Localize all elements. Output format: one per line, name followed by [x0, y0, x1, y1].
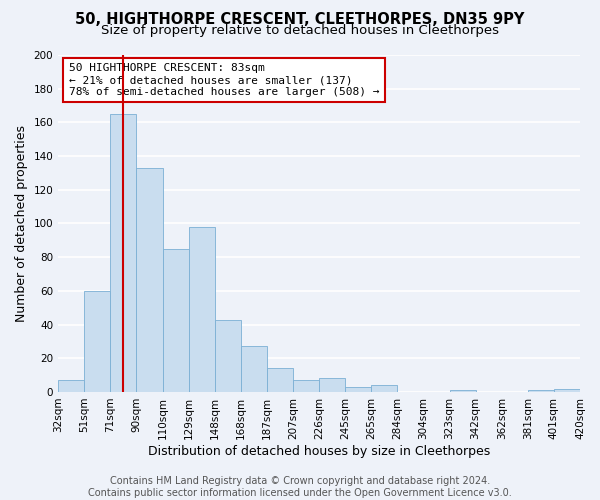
Bar	[371, 385, 397, 392]
Bar	[188, 227, 215, 392]
Text: 50, HIGHTHORPE CRESCENT, CLEETHORPES, DN35 9PY: 50, HIGHTHORPE CRESCENT, CLEETHORPES, DN…	[76, 12, 524, 28]
Bar	[267, 368, 293, 392]
Bar	[215, 320, 241, 392]
Bar	[449, 390, 476, 392]
Text: Size of property relative to detached houses in Cleethorpes: Size of property relative to detached ho…	[101, 24, 499, 37]
Bar	[84, 291, 110, 392]
Bar	[110, 114, 136, 392]
Bar	[136, 168, 163, 392]
Bar	[293, 380, 319, 392]
Text: Contains HM Land Registry data © Crown copyright and database right 2024.
Contai: Contains HM Land Registry data © Crown c…	[88, 476, 512, 498]
Bar	[241, 346, 267, 392]
Bar	[554, 388, 580, 392]
Text: 50 HIGHTHORPE CRESCENT: 83sqm
← 21% of detached houses are smaller (137)
78% of : 50 HIGHTHORPE CRESCENT: 83sqm ← 21% of d…	[68, 64, 379, 96]
Bar	[163, 249, 188, 392]
Y-axis label: Number of detached properties: Number of detached properties	[15, 125, 28, 322]
Bar	[319, 378, 345, 392]
Bar	[345, 387, 371, 392]
Bar	[528, 390, 554, 392]
X-axis label: Distribution of detached houses by size in Cleethorpes: Distribution of detached houses by size …	[148, 444, 490, 458]
Bar	[58, 380, 84, 392]
